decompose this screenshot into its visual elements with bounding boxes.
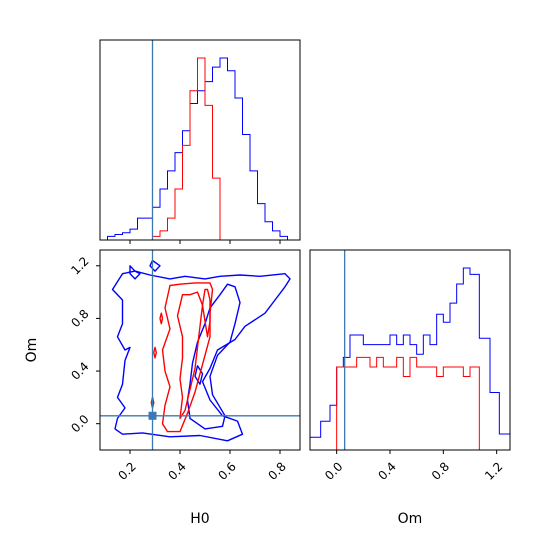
y-axis-label-om: Om [24,338,40,363]
hist-om-x-tick-label-1: 0.0 [322,459,345,482]
x-axis-label-om: Om [398,511,423,527]
joint-x-tick-label-1: 0.2 [115,459,138,482]
joint-panel-h0-om: 0.2 0.4 0.6 0.8 0.0 0.4 0.8 1.2 [68,249,301,483]
joint-y-tick-label-4: 1.2 [68,254,91,277]
x-axis-label-h0: H0 [190,511,209,527]
hist-om-x-tick-label-2: 0.4 [375,459,398,482]
joint-y-tick-label-1: 0.0 [68,412,91,435]
hist-h0-series-2 [107,57,295,241]
contour-11 [153,346,157,359]
hist-h0-series-1 [107,57,295,241]
hist-om-series-2 [310,356,510,451]
joint-x-tick-label-2: 0.4 [165,459,188,482]
hist-om-x-tick-label-3: 0.8 [429,459,452,482]
contour-7 [176,291,204,420]
hist-h0-frame [99,39,301,241]
truth-point [148,411,157,420]
hist-om-x-tick-label-4: 1.2 [482,459,505,482]
joint-y-tick-label-2: 0.4 [68,359,91,382]
joint-frame [99,249,301,451]
joint-x-tick-label-4: 0.8 [265,459,288,482]
contour-2 [186,283,241,430]
joint-contours [111,259,291,442]
contour-6 [161,282,214,433]
hist-om-frame [309,249,511,451]
contour-8 [201,288,211,338]
hist-panel-h0 [99,39,301,244]
contour-3 [129,265,141,280]
joint-y-tick-label-3: 0.8 [68,307,91,330]
contour-10 [159,312,164,325]
hist-om-series-1 [309,267,511,450]
hist-panel-om: 0.0 0.4 0.8 1.2 [309,249,511,483]
contour-4 [149,259,161,272]
joint-x-tick-label-3: 0.6 [215,459,238,482]
